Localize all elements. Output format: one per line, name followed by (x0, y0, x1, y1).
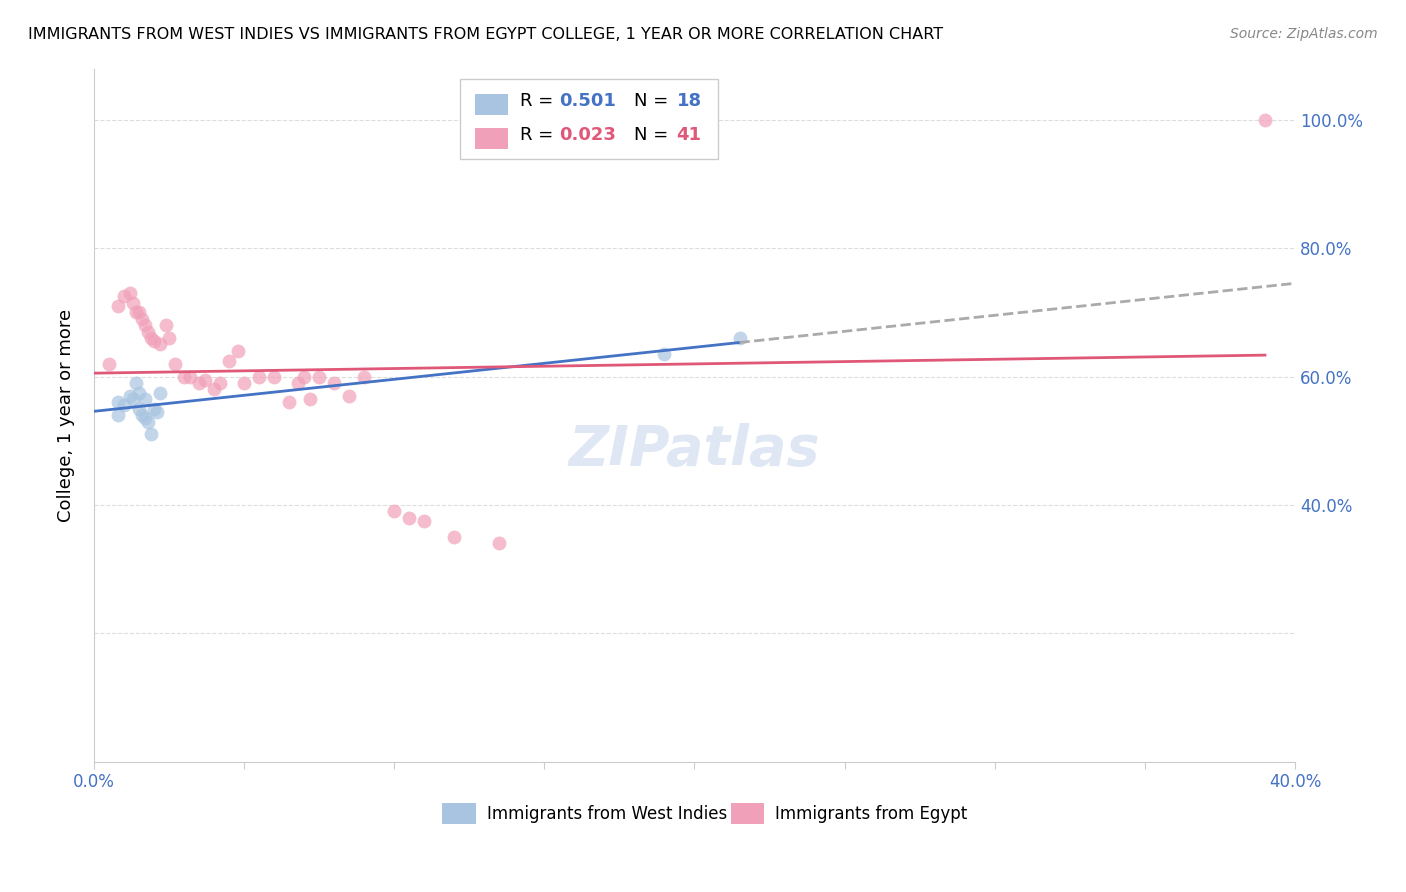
Point (488, 536, 510, 550)
Point (139, 331, 162, 345)
Point (233, 376, 256, 390)
Point (118, 286, 141, 301)
Point (226, 343, 249, 358)
Point (263, 369, 285, 384)
Point (107, 408, 129, 422)
Point (128, 385, 150, 400)
Text: R =: R = (520, 126, 560, 144)
Bar (475, 94, 509, 115)
Point (139, 427, 162, 442)
Point (136, 325, 159, 339)
Point (247, 369, 270, 384)
Point (413, 514, 436, 528)
Point (382, 504, 405, 518)
Point (323, 376, 346, 390)
Point (278, 395, 301, 409)
Point (209, 376, 232, 390)
Point (128, 305, 150, 319)
Point (112, 399, 135, 413)
Point (728, 331, 751, 345)
Text: 0.501: 0.501 (558, 92, 616, 111)
Point (173, 369, 195, 384)
Point (107, 299, 129, 313)
Point (134, 411, 156, 425)
Text: ZIPatlas: ZIPatlas (568, 423, 820, 476)
Bar (731, 804, 763, 824)
Text: N =: N = (634, 92, 675, 111)
Text: Immigrants from West Indies: Immigrants from West Indies (486, 805, 727, 822)
Point (308, 369, 330, 384)
Point (112, 289, 135, 303)
Point (353, 369, 375, 384)
Point (143, 401, 166, 416)
Bar (443, 804, 475, 824)
Point (149, 385, 172, 400)
Point (125, 305, 148, 319)
Point (155, 318, 177, 333)
Bar (475, 128, 509, 149)
Text: 18: 18 (676, 92, 702, 111)
Point (1254, 112, 1277, 127)
Text: R =: R = (520, 92, 560, 111)
Point (218, 353, 240, 368)
Text: IMMIGRANTS FROM WEST INDIES VS IMMIGRANTS FROM EGYPT COLLEGE, 1 YEAR OR MORE COR: IMMIGRANTS FROM WEST INDIES VS IMMIGRANT… (28, 27, 943, 42)
Point (202, 383, 225, 397)
Point (122, 392, 145, 406)
Text: N =: N = (634, 126, 675, 144)
Point (128, 401, 150, 416)
Text: Source: ZipAtlas.com: Source: ZipAtlas.com (1230, 27, 1378, 41)
Point (292, 369, 315, 384)
FancyBboxPatch shape (460, 78, 718, 159)
Text: 0.023: 0.023 (558, 126, 616, 144)
Text: 41: 41 (676, 126, 702, 144)
Point (131, 311, 153, 326)
Point (194, 373, 217, 387)
Point (97, 357, 120, 371)
Text: Immigrants from Egypt: Immigrants from Egypt (775, 805, 967, 822)
Point (143, 334, 166, 349)
Point (299, 392, 322, 406)
Point (134, 392, 156, 406)
Point (179, 369, 201, 384)
Point (131, 408, 153, 422)
Point (149, 337, 172, 351)
Point (146, 405, 169, 419)
Y-axis label: College, 1 year or more: College, 1 year or more (58, 309, 75, 522)
Point (337, 389, 360, 403)
Point (443, 530, 465, 544)
Point (118, 389, 141, 403)
Point (287, 376, 309, 390)
Point (157, 331, 180, 345)
Point (163, 357, 186, 371)
Point (122, 295, 145, 310)
Point (136, 415, 159, 429)
Point (125, 376, 148, 390)
Point (134, 318, 156, 333)
Point (188, 376, 211, 390)
Point (654, 347, 676, 361)
Point (398, 510, 420, 524)
Point (107, 395, 129, 409)
